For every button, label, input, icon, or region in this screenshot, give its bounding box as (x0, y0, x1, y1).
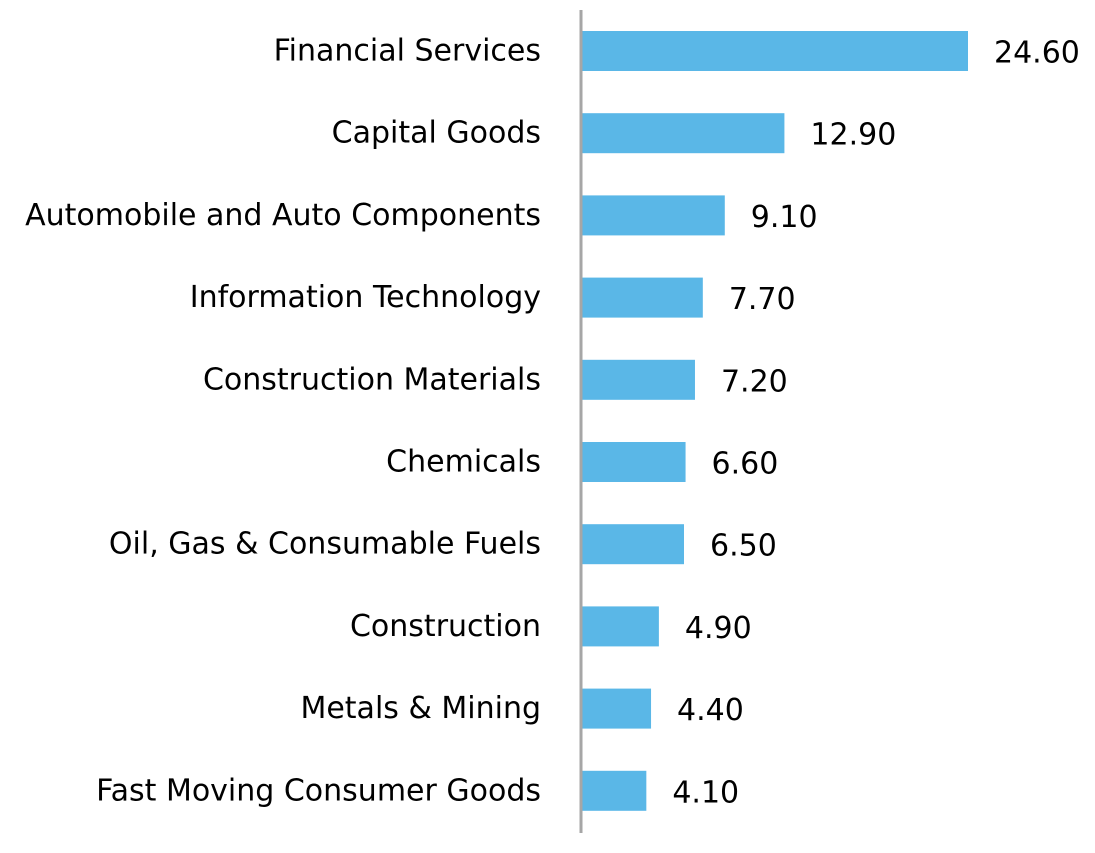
category-label: Construction Materials (203, 362, 541, 397)
value-label: 9.10 (751, 200, 818, 235)
category-label: Capital Goods (332, 116, 541, 151)
bars-layer (582, 31, 968, 811)
category-label: Chemicals (386, 445, 541, 480)
category-label: Metals & Mining (300, 691, 541, 726)
value-label: 4.90 (685, 611, 752, 646)
bar (582, 113, 785, 154)
bar (582, 606, 659, 647)
bar (582, 524, 684, 565)
bar (582, 770, 647, 811)
bar (582, 277, 703, 318)
value-label: 12.90 (810, 118, 896, 153)
category-label: Information Technology (190, 280, 541, 315)
bar (582, 195, 725, 236)
value-label: 7.70 (729, 282, 796, 317)
bar (582, 442, 686, 482)
category-label: Financial Services (274, 34, 541, 69)
bar (582, 688, 652, 729)
value-label: 4.40 (677, 693, 744, 728)
value-label: 6.50 (710, 529, 777, 564)
value-label: 4.10 (672, 775, 739, 810)
category-label: Oil, Gas & Consumable Fuels (109, 527, 541, 562)
value-label: 7.20 (721, 364, 788, 399)
value-label: 6.60 (712, 447, 779, 482)
category-label: Fast Moving Consumer Goods (96, 773, 541, 808)
value-labels-layer: 24.60 12.90 9.10 7.70 7.20 6.60 6.50 4.90 4.40 4.… (672, 36, 1080, 811)
category-label: Construction (350, 609, 541, 644)
bar (582, 31, 968, 71)
category-label: Automobile and Auto Components (25, 198, 541, 233)
category-labels-layer: Financial Services Capital Goods Automobil… (25, 34, 541, 809)
bar (582, 359, 695, 400)
value-label: 24.60 (994, 36, 1080, 71)
